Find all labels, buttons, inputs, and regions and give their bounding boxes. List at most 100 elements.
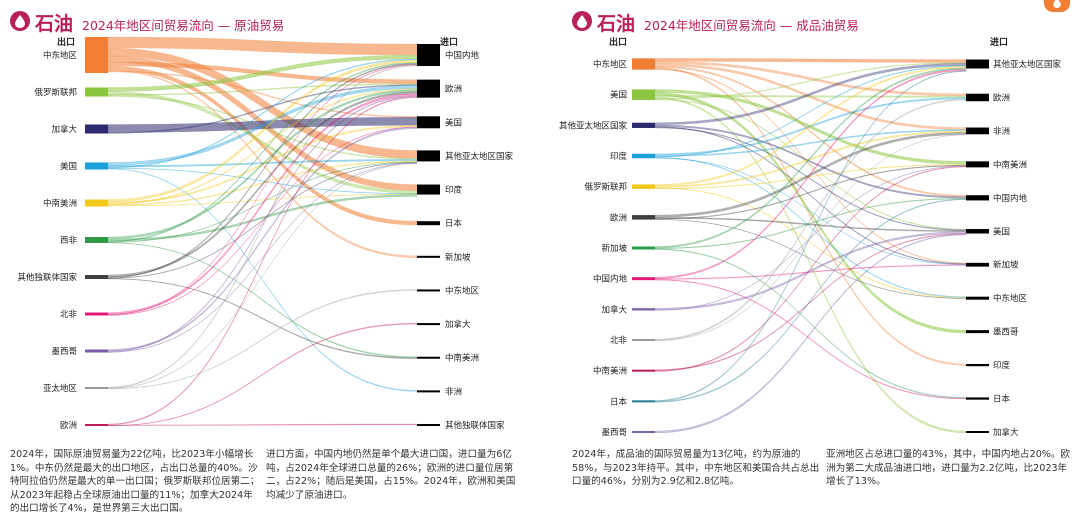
target-node xyxy=(966,161,989,168)
target-node xyxy=(966,330,989,334)
target-label: 其他亚太地区国家 xyxy=(445,151,514,162)
target-node xyxy=(417,221,440,226)
target-label: 中国内地 xyxy=(445,50,480,61)
target-label: 中国内地 xyxy=(993,193,1028,204)
source-node xyxy=(632,400,655,403)
source-label: 新加坡 xyxy=(601,243,627,254)
target-label: 新加坡 xyxy=(993,260,1019,271)
source-label: 美国 xyxy=(610,90,627,101)
target-node xyxy=(966,262,989,267)
target-label: 非洲 xyxy=(445,386,462,397)
flow-band xyxy=(107,322,418,427)
target-node xyxy=(417,356,440,359)
flow-group xyxy=(654,58,967,434)
source-label: 加拿大 xyxy=(601,304,627,315)
target-node xyxy=(966,127,989,135)
oil-drop-icon[interactable] xyxy=(1044,0,1070,12)
target-node xyxy=(417,116,440,129)
source-node xyxy=(632,215,655,220)
source-node xyxy=(632,153,655,159)
target-node xyxy=(966,59,989,69)
flow-band xyxy=(107,96,418,426)
source-node xyxy=(85,349,108,353)
target-label: 中东地区 xyxy=(445,285,480,296)
flow-band xyxy=(654,96,967,434)
import-column-label: 进口 xyxy=(440,38,459,48)
source-node xyxy=(632,369,655,372)
chart-title: 2024年地区间贸易流向 — 原油贸易 xyxy=(82,18,285,33)
source-label: 欧洲 xyxy=(60,420,77,431)
source-label: 亚太地区 xyxy=(43,383,78,394)
source-node xyxy=(85,237,108,243)
description-right: 亚洲地区占总进口量的43%，其中，中国内地占20%。欧洲为第二大成品油进口地，进… xyxy=(826,449,1071,487)
flow-band xyxy=(107,162,418,279)
flow-band xyxy=(654,134,967,342)
source-label: 美国 xyxy=(60,161,77,172)
source-node xyxy=(632,277,655,281)
target-node xyxy=(966,296,989,300)
source-label: 墨西哥 xyxy=(601,428,627,438)
flow-band xyxy=(654,233,967,371)
source-label: 加拿大 xyxy=(51,124,77,135)
flow-band xyxy=(654,70,967,402)
export-column-label: 出口 xyxy=(57,38,76,48)
source-node xyxy=(632,58,655,70)
source-node xyxy=(85,312,108,316)
target-node xyxy=(417,289,440,292)
sankey-chart: 中东地区俄罗斯联邦加拿大美国中南美洲西非其他独联体国家北非墨西哥亚太地区欧洲中国… xyxy=(17,36,514,431)
target-node xyxy=(417,390,440,393)
flow-band xyxy=(654,69,967,279)
flow-band xyxy=(654,231,967,311)
source-node xyxy=(85,124,108,134)
refined-oil-panel: 石油 2024年地区间贸易流向 — 成品油贸易 出口 进口 中东地区 美国 其他亚太… xyxy=(540,0,1080,520)
target-label: 印度 xyxy=(993,360,1011,371)
brand-title: 石油 xyxy=(597,13,636,35)
brand-title: 石油 xyxy=(35,13,74,35)
export-column-label: 出口 xyxy=(609,38,628,48)
source-node xyxy=(632,339,655,341)
target-label: 日本 xyxy=(445,218,463,229)
flow-band xyxy=(107,162,418,353)
flow-band xyxy=(654,132,967,218)
flow-band xyxy=(107,242,418,358)
target-node xyxy=(417,255,440,258)
flow-band xyxy=(654,234,967,434)
source-label: 中东地区 xyxy=(593,59,628,70)
oil-drop-icon xyxy=(572,11,592,31)
source-label: 中南美洲 xyxy=(43,198,77,209)
source-label: 其他独联体国家 xyxy=(17,272,77,283)
source-label: 墨西哥 xyxy=(51,347,77,357)
target-label: 欧洲 xyxy=(993,92,1010,103)
source-node xyxy=(85,275,108,279)
target-node xyxy=(966,397,989,400)
target-node xyxy=(966,363,989,367)
target-label: 中东地区 xyxy=(993,293,1028,304)
flow-band xyxy=(107,278,418,359)
source-label: 中南美洲 xyxy=(593,366,627,377)
flow-band xyxy=(654,67,967,249)
flow-band xyxy=(654,187,967,299)
flow-band xyxy=(107,126,418,316)
target-label: 印度 xyxy=(445,185,463,196)
source-node xyxy=(85,37,108,73)
sankey-chart: 中东地区美国其他亚太地区国家印度俄罗斯联邦欧洲新加坡中国内地加拿大北非中南美洲日… xyxy=(559,58,1062,438)
target-label: 其他亚太地区国家 xyxy=(993,59,1062,70)
source-label: 俄罗斯联邦 xyxy=(34,87,77,98)
flow-band xyxy=(107,160,418,206)
flow-band xyxy=(107,127,418,352)
source-node xyxy=(632,431,655,433)
description-right: 进口方面，中国内地仍然是单个最大进口国，进口量为6亿吨，占2024年全球进口总量… xyxy=(266,449,516,501)
source-label: 日本 xyxy=(610,396,628,407)
target-label: 美国 xyxy=(445,117,462,128)
flow-group xyxy=(107,36,418,427)
target-node xyxy=(417,184,440,195)
source-label: 北非 xyxy=(610,335,628,346)
flow-band xyxy=(107,65,418,226)
source-label: 印度 xyxy=(610,151,628,162)
source-node xyxy=(632,89,655,100)
flow-band xyxy=(107,194,418,242)
target-node xyxy=(417,323,440,326)
target-node xyxy=(966,195,989,201)
source-node xyxy=(632,122,655,128)
source-node xyxy=(85,199,108,207)
